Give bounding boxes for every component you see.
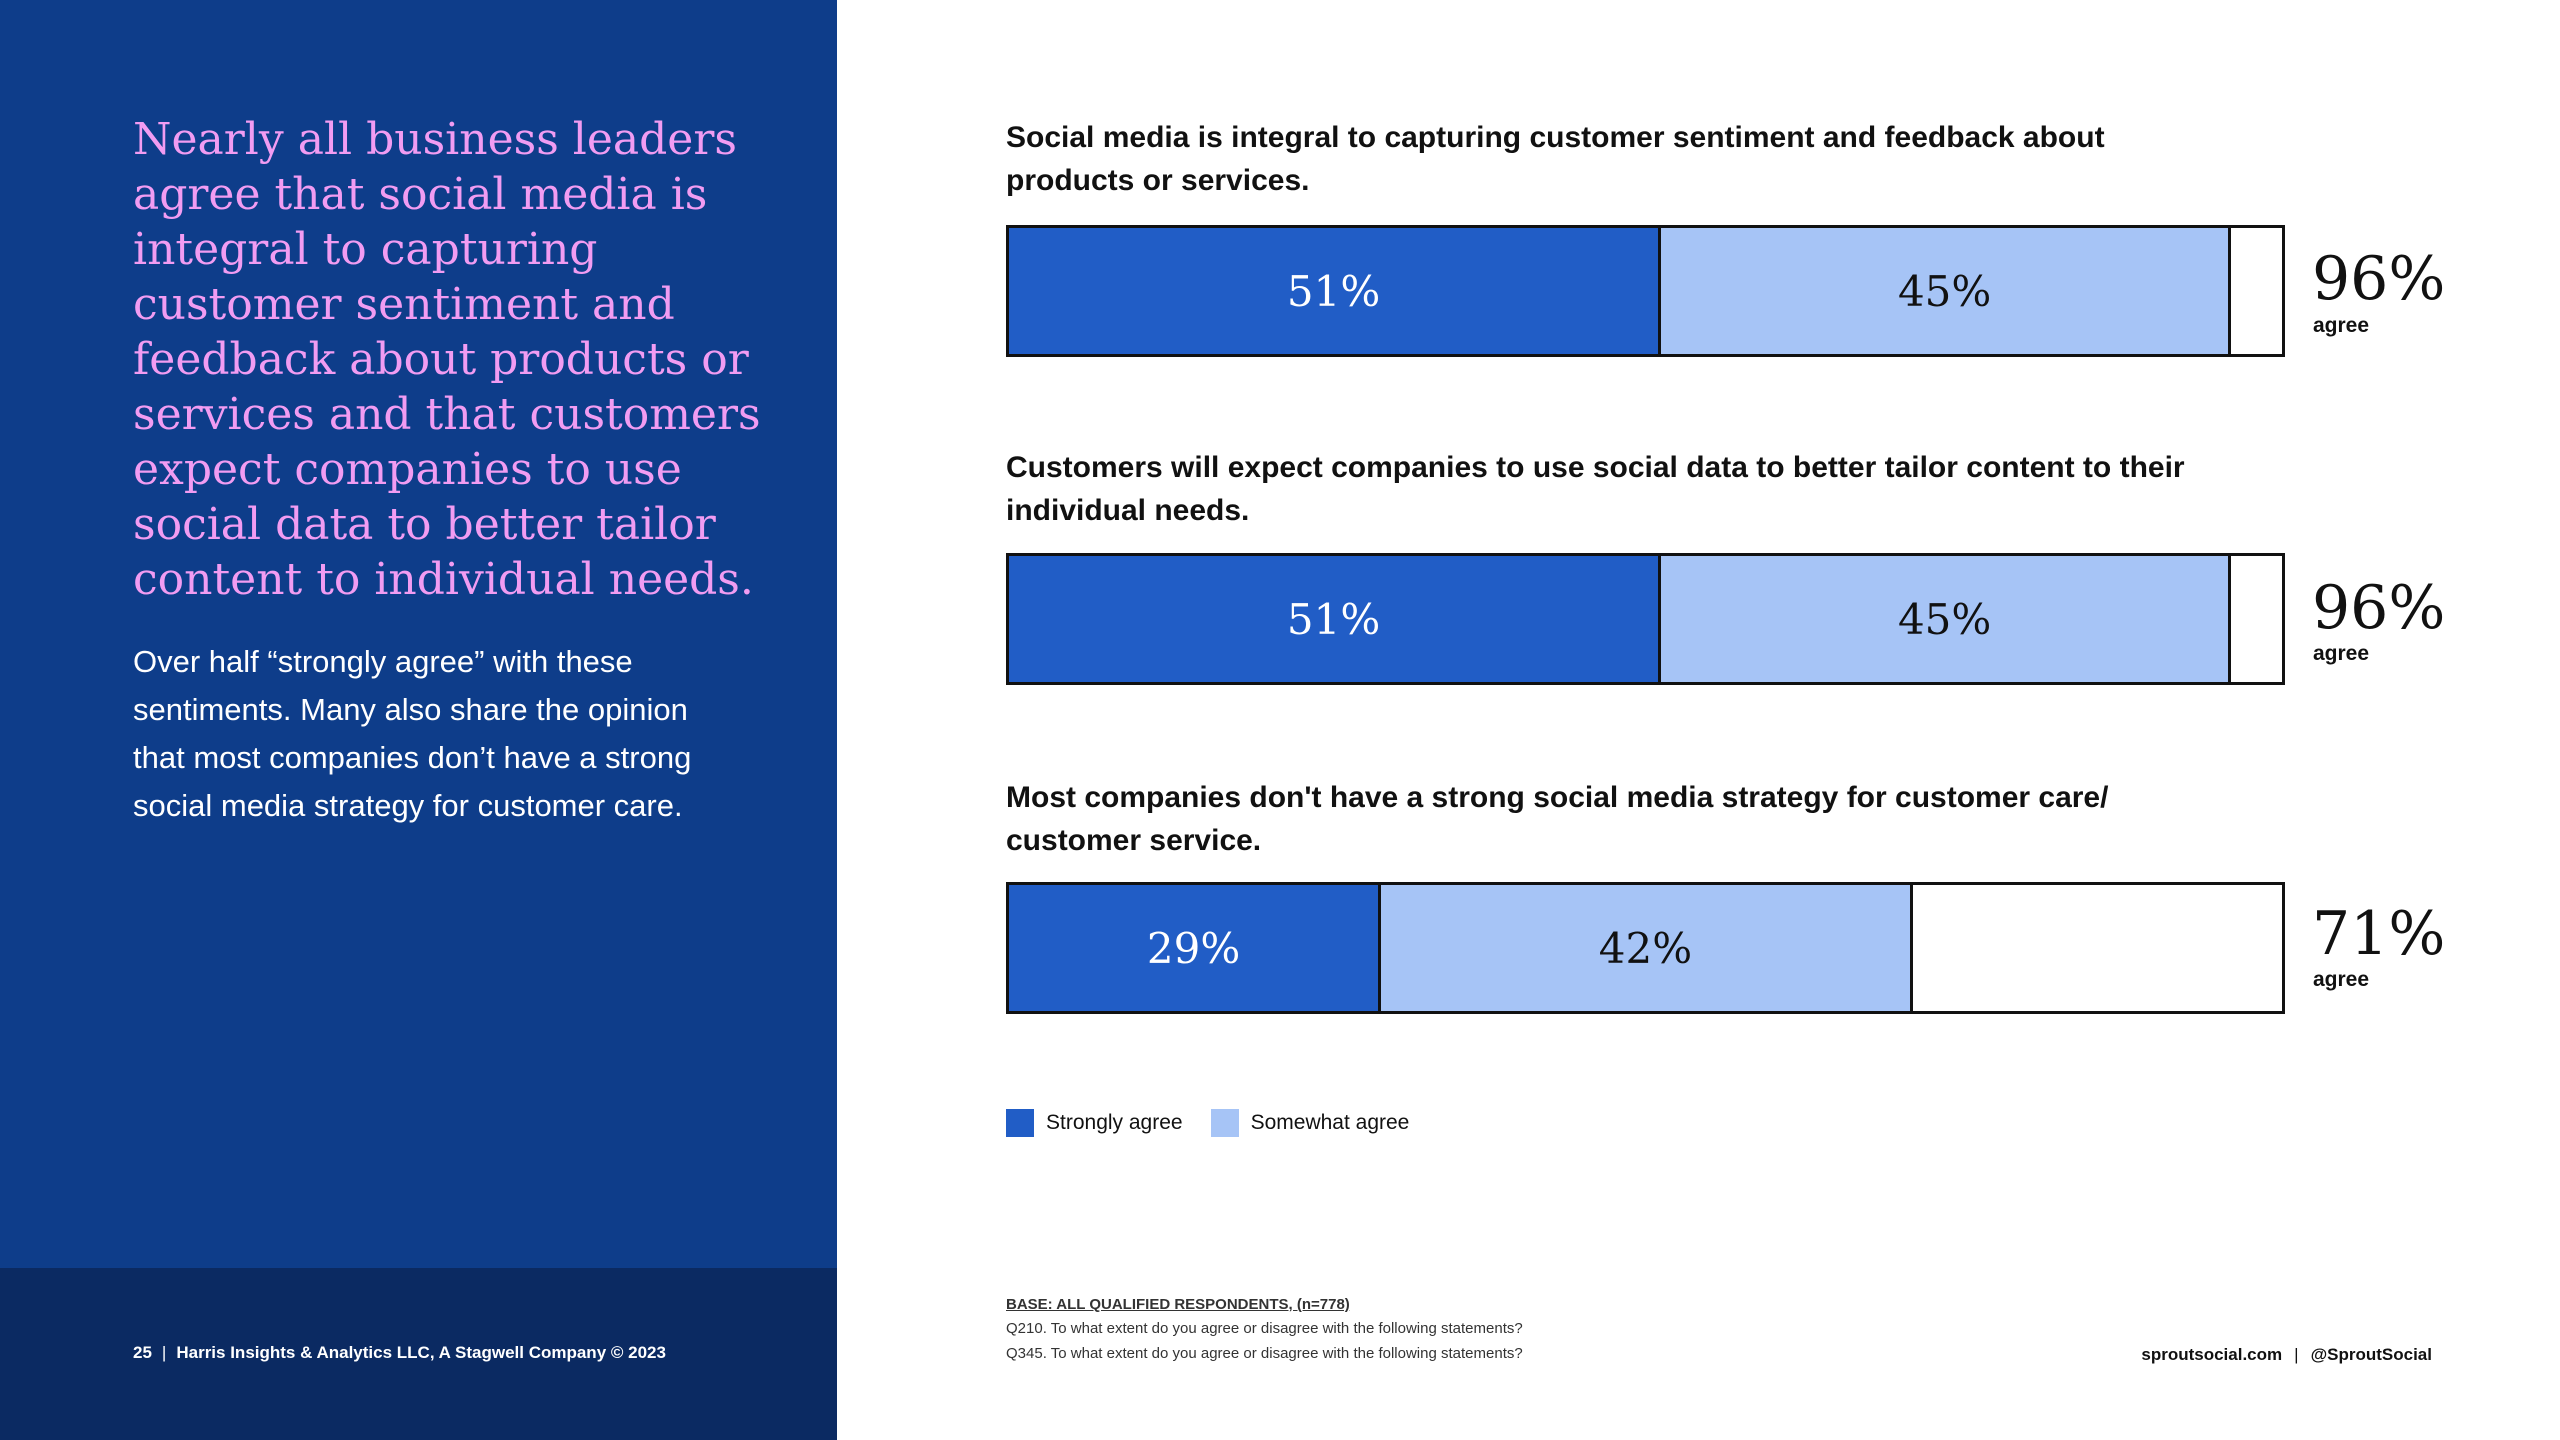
left-panel: Nearly all business leaders agree that s… [0, 0, 837, 1440]
bar-somewhat-agree-2: 45% [1658, 556, 2232, 682]
value-label-strongly-1: 51% [1286, 266, 1381, 316]
value-label-strongly-2: 51% [1286, 594, 1381, 644]
page-credit: 25 | Harris Insights & Analytics LLC, A St… [133, 1343, 666, 1363]
legend-label-strongly: Strongly agree [1046, 1111, 1183, 1134]
headline: Nearly all business leaders agree that s… [133, 114, 761, 605]
legend-swatch-somewhat [1210, 1109, 1239, 1137]
agree-caption-1: agree [2313, 314, 2370, 337]
agree-caption-3: agree [2313, 968, 2370, 991]
page-number: 25 [133, 1343, 152, 1362]
bar-somewhat-agree-3: 42% [1378, 885, 1913, 1011]
legend-swatch-strongly [1006, 1109, 1034, 1137]
agree-caption-2: agree [2313, 642, 2370, 665]
credit-text: Harris Insights & Analytics LLC, A Stagw… [176, 1343, 666, 1362]
site-link[interactable]: sproutsocial.com [2141, 1345, 2283, 1364]
social-handle[interactable]: @SproutSocial [2310, 1345, 2432, 1364]
base-note: BASE: ALL QUALIFIED RESPONDENTS, (n=778) [1006, 1296, 1350, 1313]
footer-separator: | [161, 1343, 167, 1362]
left-footer [0, 1268, 837, 1440]
question-note-q210: Q210. To what extent do you agree or dis… [1006, 1320, 1523, 1337]
total-agree-3: 71% [2312, 899, 2446, 969]
bar-strongly-agree-1: 51% [1009, 228, 1659, 354]
legend-somewhat-agree: Somewhat agree [1210, 1109, 1410, 1137]
value-label-somewhat-3: 42% [1598, 923, 1693, 973]
total-agree-2: 96% [2312, 573, 2446, 643]
value-label-somewhat-2: 45% [1897, 594, 1992, 644]
footer-right-separator: | [2294, 1345, 2299, 1364]
legend-strongly-agree: Strongly agree [1006, 1109, 1183, 1137]
question-label-1: Social media is integral to capturing cu… [1006, 121, 2105, 197]
footer-right: sproutsocial.com | @SproutSocial [2141, 1345, 2432, 1365]
bar-row-2: 51% 45% [1006, 553, 2285, 685]
chart-legend: Strongly agree Somewhat agree [1006, 1109, 1437, 1137]
subcopy: Over half “strongly agree” with these se… [133, 644, 692, 823]
bar-row-3: 29% 42% [1006, 882, 2285, 1014]
question-note-q345: Q345. To what extent do you agree or dis… [1006, 1345, 1523, 1362]
value-label-strongly-3: 29% [1146, 923, 1241, 973]
value-label-somewhat-1: 45% [1897, 266, 1992, 316]
bar-strongly-agree-2: 51% [1009, 556, 1659, 682]
bar-strongly-agree-3: 29% [1009, 885, 1379, 1011]
question-label-3: Most companies don't have a strong socia… [1006, 781, 2109, 857]
total-agree-1: 96% [2312, 244, 2446, 314]
question-label-2: Customers will expect companies to use s… [1006, 451, 2185, 527]
bar-somewhat-agree-1: 45% [1658, 228, 2232, 354]
legend-label-somewhat: Somewhat agree [1250, 1111, 1410, 1134]
bar-row-1: 51% 45% [1006, 225, 2285, 357]
